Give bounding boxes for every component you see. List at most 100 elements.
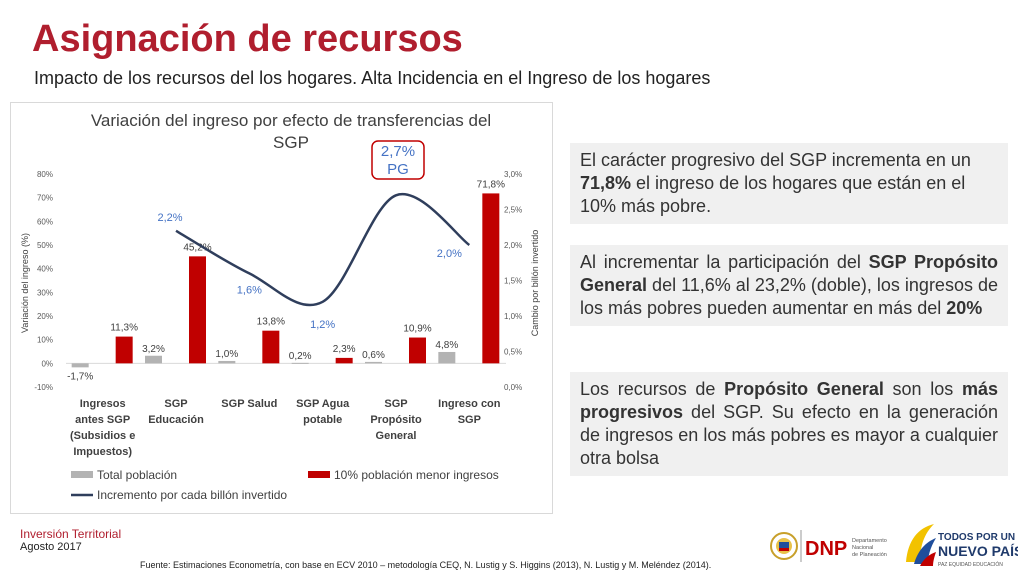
line-point-label: 2,2% bbox=[157, 212, 182, 224]
bar-10-poblacion bbox=[262, 330, 280, 364]
todos-por-un-nuevo-pais-logo: TODOS POR UN NUEVO PAÍS PAZ EQUIDAD EDUC… bbox=[906, 524, 1018, 568]
bar-label-total: 0,2% bbox=[289, 351, 312, 362]
callout-bold: SGP Propósito General bbox=[580, 252, 998, 295]
x-category-label: (Subsidios e bbox=[70, 430, 135, 442]
callout-text: el ingreso de los hogares que están en e… bbox=[580, 173, 966, 216]
y2-tick-label: 2,5% bbox=[504, 206, 522, 215]
line-point-label: 1,2% bbox=[310, 319, 335, 331]
line-point-label: 2,0% bbox=[437, 248, 462, 260]
y2-tick-label: 0,5% bbox=[504, 348, 522, 357]
page-subtitle: Impacto de los recursos del los hogares.… bbox=[34, 68, 711, 88]
colombia-seal-logo bbox=[770, 532, 798, 560]
callout-proposito-general: Al incrementar la participación del SGP … bbox=[570, 245, 1008, 326]
y2-tick-label: 1,0% bbox=[504, 312, 522, 321]
x-category-label: Propósito bbox=[370, 414, 422, 426]
y2-tick-label: 0,0% bbox=[504, 383, 522, 392]
legend-label: Total población bbox=[97, 468, 177, 482]
bar-label-total: 1,0% bbox=[215, 349, 238, 360]
gov-logo-line2: NUEVO PAÍS bbox=[938, 543, 1018, 559]
footer-org-name: Inversión Territorial bbox=[20, 527, 122, 541]
y2-tick-label: 3,0% bbox=[504, 170, 522, 179]
callout-text: El carácter progresivo del SGP increment… bbox=[580, 150, 971, 170]
callout-bold: Propósito General bbox=[724, 379, 884, 399]
footer-date: Agosto 2017 bbox=[20, 541, 82, 553]
chart-panel: Variación del ingreso por efecto de tran… bbox=[10, 102, 553, 514]
y-tick-label: -10% bbox=[34, 383, 53, 392]
bar-total-poblacion bbox=[365, 361, 382, 364]
pg-highlight-value: 2,7% bbox=[381, 143, 415, 160]
chart-title: Variación del ingreso por efecto de tran… bbox=[91, 111, 491, 130]
x-category-label: antes SGP bbox=[75, 414, 130, 426]
x-category-label: SGP bbox=[458, 414, 481, 426]
callout-text: Los recursos de bbox=[580, 379, 725, 399]
callout-text: Al incrementar la participación del bbox=[580, 252, 869, 272]
bar-total-poblacion bbox=[71, 363, 89, 368]
bar-10-poblacion bbox=[409, 337, 426, 364]
y-tick-label: 60% bbox=[37, 217, 53, 226]
logos: DNP Departamento Nacional de Planeación … bbox=[770, 524, 1018, 568]
y-tick-label: 0% bbox=[41, 359, 53, 368]
dnp-logo: DNP Departamento Nacional de Planeación bbox=[805, 538, 887, 560]
dnp-logo-sub: Departamento bbox=[852, 538, 887, 544]
x-category-label: Ingreso con bbox=[438, 398, 501, 410]
bar-total-poblacion bbox=[145, 355, 162, 364]
income-variation-chart: Variación del ingreso por efecto de tran… bbox=[20, 111, 540, 502]
x-category-label: Educación bbox=[148, 414, 204, 426]
line-point-label: 1,6% bbox=[237, 284, 262, 296]
x-category-label: Ingresos bbox=[80, 398, 126, 410]
legend-label: Incremento por cada billón invertido bbox=[97, 488, 287, 502]
pg-highlight-label: PG bbox=[387, 161, 409, 178]
bar-total-poblacion bbox=[291, 362, 309, 364]
callout-bold: más progresivos bbox=[580, 379, 998, 422]
y-tick-label: 10% bbox=[37, 336, 53, 345]
dnp-logo-text: DNP bbox=[805, 538, 847, 560]
bar-label-10: 11,3% bbox=[110, 323, 138, 334]
x-category-label: SGP Agua bbox=[296, 398, 350, 410]
legend-label: 10% población menor ingresos bbox=[334, 468, 499, 482]
line-incremento-billon bbox=[175, 192, 471, 307]
callout-text: del SGP. Su efecto en la generación de i… bbox=[580, 402, 998, 468]
x-category-label: General bbox=[376, 430, 417, 442]
y2-axis-label: Cambio por billón invertido bbox=[530, 230, 540, 337]
gov-logo-line1: TODOS POR UN bbox=[938, 532, 1015, 543]
y-tick-label: 40% bbox=[37, 265, 53, 274]
bar-label-10: 71,8% bbox=[477, 179, 505, 190]
bar-label-10: 2,3% bbox=[333, 344, 356, 355]
bar-label-total: 4,8% bbox=[435, 340, 458, 351]
dnp-logo-sub: Nacional bbox=[852, 545, 873, 551]
callout-progressive: El carácter progresivo del SGP increment… bbox=[570, 143, 1008, 224]
callout-bold: 71,8% bbox=[580, 173, 632, 193]
y-tick-label: 50% bbox=[37, 241, 53, 250]
bar-label-total: -1,7% bbox=[67, 371, 93, 382]
bar-10-poblacion bbox=[115, 336, 133, 364]
x-category-label: potable bbox=[303, 414, 342, 426]
bar-10-poblacion bbox=[482, 193, 500, 364]
source-note: Fuente: Estimaciones Econometría, con ba… bbox=[140, 560, 712, 570]
bar-total-poblacion bbox=[438, 351, 456, 364]
bar-label-total: 3,2% bbox=[142, 344, 165, 355]
bar-total-poblacion bbox=[218, 360, 236, 364]
y-tick-label: 20% bbox=[37, 312, 53, 321]
callout-text: del 11,6% al 23,2% (doble), los ingresos… bbox=[580, 275, 998, 318]
pg-highlight-box bbox=[371, 140, 425, 180]
callout-bold: 20% bbox=[946, 298, 983, 318]
y-axis-label: Variación del ingreso (%) bbox=[20, 233, 30, 333]
gov-logo-line3: PAZ EQUIDAD EDUCACIÓN bbox=[938, 561, 1003, 568]
y2-tick-label: 2,0% bbox=[504, 241, 522, 250]
dnp-logo-sub: de Planeación bbox=[852, 552, 887, 558]
chart-title: SGP bbox=[273, 133, 309, 152]
x-category-label: SGP bbox=[164, 398, 187, 410]
bar-label-10: 13,8% bbox=[257, 317, 285, 328]
page-title: Asignación de recursos bbox=[32, 18, 463, 60]
y-tick-label: 30% bbox=[37, 288, 53, 297]
legend-swatch-total bbox=[71, 471, 93, 478]
bar-label-10: 10,9% bbox=[403, 324, 431, 335]
bar-label-total: 0,6% bbox=[362, 350, 385, 361]
bar-label-10: 45,2% bbox=[183, 242, 211, 253]
y-tick-label: 70% bbox=[37, 194, 53, 203]
legend-swatch-10 bbox=[308, 471, 330, 478]
x-category-label: SGP bbox=[384, 398, 407, 410]
bar-10-poblacion bbox=[189, 256, 206, 364]
callout-text: son los bbox=[883, 379, 962, 399]
callout-mas-progresivos: Los recursos de Propósito General son lo… bbox=[570, 372, 1008, 476]
